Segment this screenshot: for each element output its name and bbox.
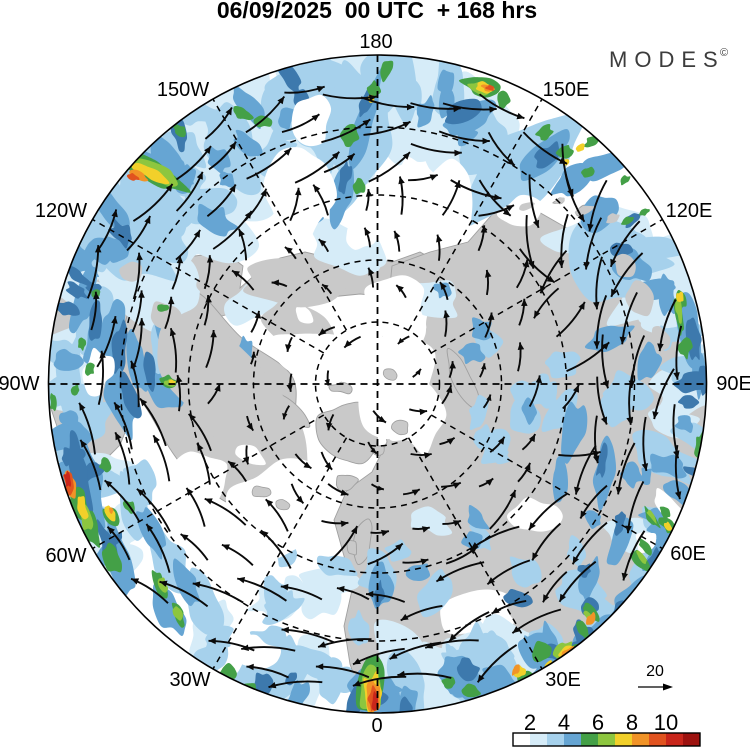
svg-text:90W: 90W — [0, 373, 40, 395]
svg-text:60W: 60W — [45, 545, 86, 567]
svg-text:06/09/2025 00 UTC + 168 hrs: 06/09/2025 00 UTC + 168 hrs — [217, 0, 537, 23]
svg-text:©: © — [720, 47, 728, 59]
svg-text:150W: 150W — [157, 79, 209, 101]
svg-text:90E: 90E — [716, 373, 750, 395]
svg-text:30W: 30W — [169, 669, 210, 691]
svg-text:MODES: MODES — [609, 47, 725, 72]
svg-text:2: 2 — [524, 710, 536, 735]
svg-text:180: 180 — [359, 31, 392, 53]
svg-text:8: 8 — [626, 710, 638, 735]
svg-text:6: 6 — [592, 710, 604, 735]
svg-text:120E: 120E — [666, 200, 713, 222]
svg-text:0: 0 — [371, 715, 382, 737]
svg-text:120W: 120W — [35, 200, 87, 222]
svg-text:20: 20 — [646, 663, 664, 680]
svg-text:60E: 60E — [670, 543, 706, 565]
svg-text:10: 10 — [654, 710, 678, 735]
svg-text:4: 4 — [558, 710, 570, 735]
svg-text:30E: 30E — [545, 669, 581, 691]
svg-text:150E: 150E — [543, 79, 590, 101]
